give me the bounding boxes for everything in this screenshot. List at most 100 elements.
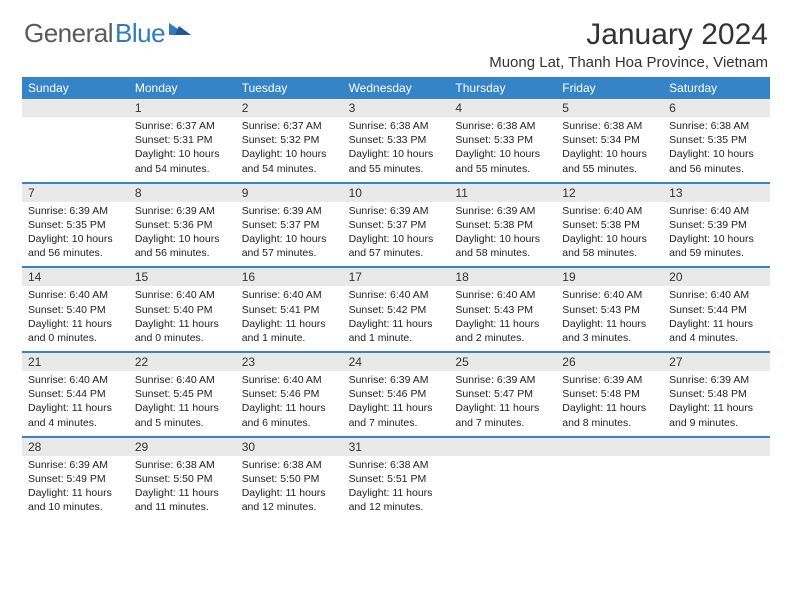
- day-cell: 13Sunrise: 6:40 AMSunset: 5:39 PMDayligh…: [663, 184, 770, 267]
- day-daylight1: Daylight: 11 hours: [455, 401, 550, 415]
- day-cell: 21Sunrise: 6:40 AMSunset: 5:44 PMDayligh…: [22, 353, 129, 436]
- day-number: 31: [343, 438, 450, 456]
- title-block: January 2024 Muong Lat, Thanh Hoa Provin…: [489, 18, 768, 71]
- day-sunrise: Sunrise: 6:39 AM: [28, 204, 123, 218]
- day-cell: 29Sunrise: 6:38 AMSunset: 5:50 PMDayligh…: [129, 438, 236, 521]
- day-content: Sunrise: 6:39 AMSunset: 5:35 PMDaylight:…: [22, 202, 129, 261]
- day-daylight2: and 3 minutes.: [562, 331, 657, 345]
- day-number: 14: [22, 268, 129, 286]
- weekday-sunday: Sunday: [22, 77, 129, 99]
- day-number: 23: [236, 353, 343, 371]
- day-content: Sunrise: 6:37 AMSunset: 5:32 PMDaylight:…: [236, 117, 343, 176]
- day-cell: 31Sunrise: 6:38 AMSunset: 5:51 PMDayligh…: [343, 438, 450, 521]
- day-sunset: Sunset: 5:34 PM: [562, 133, 657, 147]
- day-daylight1: Daylight: 10 hours: [242, 147, 337, 161]
- day-sunset: Sunset: 5:37 PM: [349, 218, 444, 232]
- weekday-tuesday: Tuesday: [236, 77, 343, 99]
- day-cell: 9Sunrise: 6:39 AMSunset: 5:37 PMDaylight…: [236, 184, 343, 267]
- day-number: 5: [556, 99, 663, 117]
- day-sunset: Sunset: 5:50 PM: [242, 472, 337, 486]
- day-daylight2: and 12 minutes.: [242, 500, 337, 514]
- day-sunset: Sunset: 5:45 PM: [135, 387, 230, 401]
- day-daylight1: Daylight: 11 hours: [242, 317, 337, 331]
- day-daylight2: and 10 minutes.: [28, 500, 123, 514]
- day-sunrise: Sunrise: 6:37 AM: [242, 119, 337, 133]
- day-sunset: Sunset: 5:48 PM: [562, 387, 657, 401]
- day-daylight2: and 59 minutes.: [669, 246, 764, 260]
- day-sunrise: Sunrise: 6:39 AM: [562, 373, 657, 387]
- day-daylight1: Daylight: 10 hours: [349, 147, 444, 161]
- day-content: Sunrise: 6:40 AMSunset: 5:44 PMDaylight:…: [22, 371, 129, 430]
- day-daylight2: and 11 minutes.: [135, 500, 230, 514]
- day-daylight2: and 5 minutes.: [135, 416, 230, 430]
- day-sunset: Sunset: 5:35 PM: [669, 133, 764, 147]
- day-daylight1: Daylight: 11 hours: [349, 486, 444, 500]
- day-number: 16: [236, 268, 343, 286]
- logo: GeneralBlue: [24, 18, 191, 49]
- logo-text-gray: General: [24, 18, 113, 49]
- day-number: 10: [343, 184, 450, 202]
- day-daylight2: and 55 minutes.: [455, 162, 550, 176]
- day-number: [22, 99, 129, 117]
- day-sunrise: Sunrise: 6:40 AM: [135, 373, 230, 387]
- day-sunset: Sunset: 5:46 PM: [242, 387, 337, 401]
- day-sunrise: Sunrise: 6:40 AM: [28, 373, 123, 387]
- day-number: 28: [22, 438, 129, 456]
- day-content: Sunrise: 6:39 AMSunset: 5:37 PMDaylight:…: [236, 202, 343, 261]
- day-number: 20: [663, 268, 770, 286]
- day-sunset: Sunset: 5:51 PM: [349, 472, 444, 486]
- day-daylight2: and 57 minutes.: [349, 246, 444, 260]
- day-sunrise: Sunrise: 6:40 AM: [669, 288, 764, 302]
- weekday-header-row: Sunday Monday Tuesday Wednesday Thursday…: [22, 77, 770, 99]
- day-daylight1: Daylight: 10 hours: [242, 232, 337, 246]
- day-sunrise: Sunrise: 6:39 AM: [455, 373, 550, 387]
- logo-text-blue: Blue: [115, 18, 165, 49]
- day-number: 11: [449, 184, 556, 202]
- day-number: [449, 438, 556, 456]
- day-number: 9: [236, 184, 343, 202]
- day-daylight1: Daylight: 11 hours: [349, 401, 444, 415]
- day-number: 2: [236, 99, 343, 117]
- day-number: 8: [129, 184, 236, 202]
- day-sunset: Sunset: 5:50 PM: [135, 472, 230, 486]
- day-cell: 22Sunrise: 6:40 AMSunset: 5:45 PMDayligh…: [129, 353, 236, 436]
- day-daylight2: and 6 minutes.: [242, 416, 337, 430]
- logo-triangle-icon: [169, 20, 191, 41]
- day-daylight1: Daylight: 10 hours: [28, 232, 123, 246]
- day-content: Sunrise: 6:40 AMSunset: 5:40 PMDaylight:…: [129, 286, 236, 345]
- day-daylight2: and 58 minutes.: [562, 246, 657, 260]
- day-content: Sunrise: 6:40 AMSunset: 5:38 PMDaylight:…: [556, 202, 663, 261]
- day-sunrise: Sunrise: 6:39 AM: [28, 458, 123, 472]
- day-content: Sunrise: 6:38 AMSunset: 5:50 PMDaylight:…: [236, 456, 343, 515]
- day-cell: [556, 438, 663, 521]
- day-cell: 4Sunrise: 6:38 AMSunset: 5:33 PMDaylight…: [449, 99, 556, 182]
- day-content: Sunrise: 6:38 AMSunset: 5:51 PMDaylight:…: [343, 456, 450, 515]
- day-content: Sunrise: 6:39 AMSunset: 5:37 PMDaylight:…: [343, 202, 450, 261]
- day-daylight1: Daylight: 11 hours: [28, 401, 123, 415]
- day-daylight2: and 0 minutes.: [135, 331, 230, 345]
- day-cell: 3Sunrise: 6:38 AMSunset: 5:33 PMDaylight…: [343, 99, 450, 182]
- day-sunset: Sunset: 5:40 PM: [135, 303, 230, 317]
- day-sunset: Sunset: 5:47 PM: [455, 387, 550, 401]
- weeks-container: 1Sunrise: 6:37 AMSunset: 5:31 PMDaylight…: [22, 99, 770, 520]
- day-daylight1: Daylight: 10 hours: [669, 147, 764, 161]
- day-number: 3: [343, 99, 450, 117]
- day-sunset: Sunset: 5:44 PM: [28, 387, 123, 401]
- day-number: 6: [663, 99, 770, 117]
- day-sunrise: Sunrise: 6:40 AM: [242, 373, 337, 387]
- week-row: 28Sunrise: 6:39 AMSunset: 5:49 PMDayligh…: [22, 438, 770, 521]
- day-daylight1: Daylight: 11 hours: [135, 401, 230, 415]
- day-cell: [663, 438, 770, 521]
- day-sunset: Sunset: 5:48 PM: [669, 387, 764, 401]
- day-sunrise: Sunrise: 6:40 AM: [242, 288, 337, 302]
- day-daylight1: Daylight: 10 hours: [669, 232, 764, 246]
- day-number: 24: [343, 353, 450, 371]
- day-sunrise: Sunrise: 6:39 AM: [669, 373, 764, 387]
- day-cell: 14Sunrise: 6:40 AMSunset: 5:40 PMDayligh…: [22, 268, 129, 351]
- day-daylight2: and 55 minutes.: [562, 162, 657, 176]
- day-sunrise: Sunrise: 6:39 AM: [242, 204, 337, 218]
- day-daylight1: Daylight: 11 hours: [28, 317, 123, 331]
- day-sunset: Sunset: 5:33 PM: [455, 133, 550, 147]
- weekday-thursday: Thursday: [449, 77, 556, 99]
- day-sunrise: Sunrise: 6:38 AM: [455, 119, 550, 133]
